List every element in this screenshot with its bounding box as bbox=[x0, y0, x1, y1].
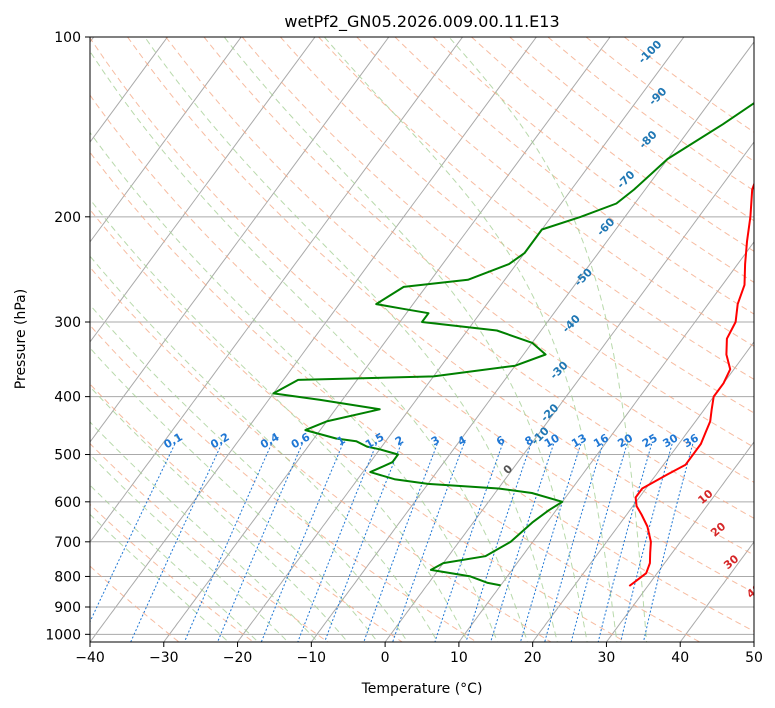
mixing-ratio-line bbox=[363, 443, 438, 642]
y-axis-label: Pressure (hPa) bbox=[13, 289, 29, 389]
x-tick-label: 40 bbox=[671, 650, 689, 666]
mixing-ratio-line bbox=[642, 443, 694, 642]
isotherm-line bbox=[236, 37, 685, 642]
isotherm-line bbox=[532, 341, 754, 642]
x-tick-label: 30 bbox=[598, 650, 616, 666]
dry-adiabat-line bbox=[90, 208, 627, 642]
y-tick-label: 100 bbox=[54, 30, 81, 46]
moist-adiabat-line bbox=[448, 37, 648, 642]
mixing-ratio-line bbox=[544, 443, 604, 642]
y-tick-label: 400 bbox=[54, 390, 81, 406]
x-tick-label: −20 bbox=[223, 650, 253, 666]
y-tick-label: 700 bbox=[54, 535, 81, 551]
theta-label: 40 bbox=[744, 581, 764, 601]
mixing-ratio-line bbox=[490, 443, 555, 642]
isotherm-line bbox=[679, 541, 754, 642]
sounding-series bbox=[272, 101, 754, 587]
mixing-ratio-line bbox=[297, 443, 377, 642]
isotherm-line bbox=[90, 37, 390, 443]
x-tick-label: 0 bbox=[381, 650, 390, 666]
mixing-ratio-line bbox=[434, 443, 503, 642]
y-tick-label: 300 bbox=[54, 315, 81, 331]
y-tick-label: 900 bbox=[54, 600, 81, 616]
isotherm-line bbox=[90, 37, 464, 543]
x-tick-label: 10 bbox=[450, 650, 468, 666]
mixing-ratio-line bbox=[130, 443, 223, 642]
dry-adiabat-line bbox=[241, 37, 754, 448]
x-tick-label: 20 bbox=[524, 650, 542, 666]
y-tick-label: 200 bbox=[54, 210, 81, 226]
y-axis-ticks: 100 200 300 400 500 600 700 800 900 1000 bbox=[45, 30, 90, 643]
mixing-ratio-line bbox=[90, 443, 176, 623]
dry-adiabat-line bbox=[127, 37, 754, 556]
moist-adiabat-line bbox=[90, 513, 230, 642]
mixing-ratio-line bbox=[260, 443, 344, 642]
mixing-ratio-line bbox=[392, 443, 465, 642]
moist-adiabat-line bbox=[90, 304, 409, 642]
plot-area: 0.1 0.2 0.4 0.6 1 1.5 2 3 4 6 8 10 13 16 20 25 30 36-100-… bbox=[90, 37, 764, 642]
isotherm-line bbox=[90, 37, 316, 343]
dewpoint-profile bbox=[272, 101, 754, 587]
dry-adiabat-line bbox=[90, 383, 404, 642]
y-tick-label: 600 bbox=[54, 495, 81, 511]
plot-frame bbox=[89, 36, 755, 643]
moist-adiabats bbox=[90, 37, 648, 642]
mixing-ratio-line bbox=[620, 443, 673, 642]
mixing-ratio-line bbox=[519, 443, 582, 642]
dry-adiabat-line bbox=[90, 151, 701, 642]
mixing-ratio-line bbox=[324, 443, 402, 642]
moist-adiabat-line bbox=[90, 131, 499, 642]
x-tick-label: −30 bbox=[149, 650, 179, 666]
x-tick-label: 50 bbox=[745, 650, 763, 666]
isotherm-line bbox=[384, 141, 754, 642]
x-axis-ticks: −40 −30 −20 −10 0 10 20 30 40 50 bbox=[75, 642, 763, 666]
dry-adiabat-line bbox=[203, 37, 754, 483]
moist-adiabat-line bbox=[90, 347, 379, 642]
dry-adiabat-line bbox=[90, 37, 754, 594]
dry-adiabat-line bbox=[90, 324, 478, 642]
dry-adiabats bbox=[90, 37, 754, 642]
mixing-ratio-line bbox=[183, 443, 272, 642]
dry-adiabat-line bbox=[165, 37, 754, 519]
moist-adiabat-line bbox=[323, 37, 618, 642]
mixing-ratio-line bbox=[597, 443, 653, 642]
y-tick-label: 1000 bbox=[45, 627, 81, 643]
moist-adiabat-line bbox=[90, 484, 259, 642]
temperature-profile bbox=[628, 181, 754, 587]
moist-adiabat-line bbox=[90, 421, 319, 642]
dry-adiabat-line bbox=[90, 266, 552, 642]
moist-adiabat-line bbox=[90, 453, 289, 642]
x-axis-label: Temperature (°C) bbox=[361, 681, 483, 697]
mixing-ratio-line bbox=[570, 443, 628, 642]
y-tick-label: 500 bbox=[54, 448, 81, 464]
moist-adiabat-line bbox=[90, 50, 528, 642]
moist-adiabat-line bbox=[90, 255, 439, 642]
x-tick-label: −40 bbox=[75, 650, 105, 666]
moist-adiabat-line bbox=[90, 385, 349, 642]
chart-title: wetPf2_GN05.2026.009.00.11.E13 bbox=[284, 12, 559, 32]
y-tick-label: 800 bbox=[54, 569, 81, 585]
moist-adiabat-line bbox=[90, 198, 469, 642]
isotherm-line bbox=[458, 241, 754, 642]
x-tick-label: −10 bbox=[297, 650, 327, 666]
